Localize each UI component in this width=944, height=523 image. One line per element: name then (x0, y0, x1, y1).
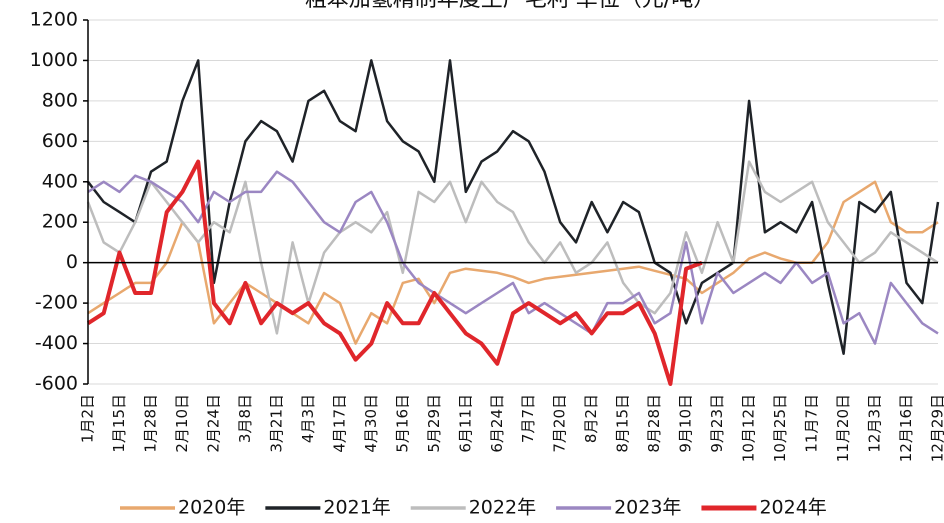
x-tick-label: 8月28日 (645, 394, 663, 453)
legend-label: 2022年 (469, 497, 536, 519)
x-tick-label: 9月23日 (708, 394, 726, 453)
x-tick-label: 10月25日 (771, 394, 789, 462)
x-tick-label: 4月30日 (362, 394, 380, 453)
y-tick-label: 1000 (30, 49, 78, 71)
x-tick-label: 3月21日 (267, 394, 285, 453)
x-tick-label: 6月24日 (488, 394, 506, 453)
x-tick-label: 4月17日 (330, 394, 348, 453)
y-tick-label: 800 (42, 89, 78, 111)
x-tick-label: 2月10日 (173, 394, 191, 453)
y-tick-label: 0 (66, 251, 78, 273)
x-tick-label: 12月3日 (866, 394, 884, 453)
x-tick-label: 1月28日 (141, 394, 159, 453)
grid (88, 19, 938, 385)
y-tick-label: -400 (35, 332, 78, 354)
legend-label: 2020年 (178, 497, 245, 519)
x-tick-label: 1月15日 (110, 394, 128, 453)
x-tick-label: 3月8日 (236, 394, 254, 443)
series-line (86, 160, 939, 335)
y-tick-label: 1200 (30, 9, 78, 31)
legend-label: 2023年 (614, 497, 681, 519)
x-tick-label: 7月7日 (519, 394, 537, 443)
chart-title: 粗苯加氢精制年度生产毛利 单位（元/吨） (305, 0, 715, 12)
series-line (87, 59, 940, 355)
x-tick-label: 9月10日 (677, 394, 695, 453)
y-tick-label: 600 (42, 130, 78, 152)
x-tick-label: 12月16日 (897, 394, 915, 462)
x-tick-label: 7月20日 (551, 394, 569, 453)
legend-label: 2021年 (323, 497, 390, 519)
series-line (86, 159, 703, 386)
x-tick-label: 5月29日 (425, 394, 443, 453)
x-tick-label: 2月24日 (204, 394, 222, 453)
x-tick-label: 1月2日 (79, 394, 97, 443)
x-tick-label: 10月12日 (740, 394, 758, 462)
axes: -600 -400 -200 0 200 400 600 800 1000 1200 1月2日 1月1… (30, 9, 944, 519)
x-tick-label: 4月3日 (299, 394, 317, 443)
x-tick-label: 8月2日 (582, 394, 600, 443)
x-tick-label: 5月16日 (393, 394, 411, 453)
x-tick-label: 11月7日 (803, 394, 821, 453)
y-tick-label: -600 (35, 373, 78, 395)
x-tick-label: 8月15日 (614, 394, 632, 453)
y-tick-label: -200 (35, 292, 78, 314)
x-tick-label: 6月11日 (456, 394, 474, 453)
y-tick-label: 400 (42, 170, 78, 192)
x-tick-label: 12月29日 (929, 394, 944, 462)
legend-label: 2024年 (759, 497, 826, 519)
y-tick-label: 200 (42, 211, 78, 233)
x-tick-label: 11月20日 (834, 394, 852, 462)
